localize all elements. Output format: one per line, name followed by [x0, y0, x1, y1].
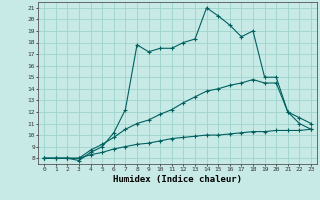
- X-axis label: Humidex (Indice chaleur): Humidex (Indice chaleur): [113, 175, 242, 184]
